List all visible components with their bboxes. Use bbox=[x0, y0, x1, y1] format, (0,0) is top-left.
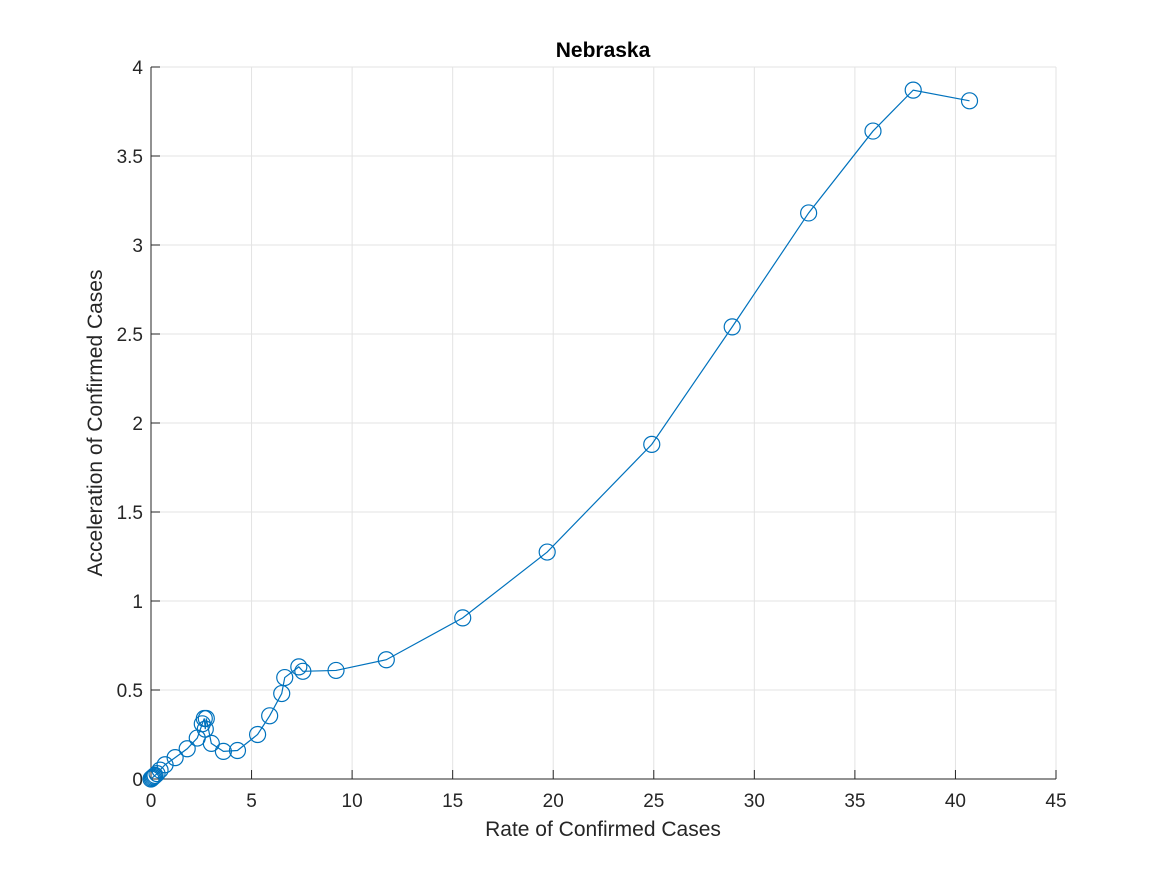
data-point-marker bbox=[144, 768, 162, 786]
data-point-marker bbox=[196, 720, 214, 738]
y-tick-label: 0.5 bbox=[117, 681, 143, 702]
y-tick-label: 1 bbox=[132, 592, 143, 613]
chart-title: Nebraska bbox=[556, 39, 651, 62]
x-tick-label: 0 bbox=[146, 791, 157, 812]
data-point-marker bbox=[178, 740, 196, 758]
data-point-marker bbox=[197, 709, 215, 728]
y-tick-label: 3 bbox=[132, 236, 143, 257]
data-point-marker bbox=[327, 661, 345, 680]
data-point-marker bbox=[290, 658, 308, 676]
data-point-marker bbox=[151, 761, 169, 779]
data-point-marker bbox=[156, 756, 174, 774]
ticks-layer: 0 5 10 15 20 25 30 35 40 45 0 0.5 1 1.5 2 2.5 3 3.5 4 bbox=[117, 58, 1067, 812]
x-tick-label: 15 bbox=[442, 791, 463, 812]
data-point-marker bbox=[276, 668, 294, 687]
y-tick-label: 2 bbox=[132, 414, 143, 435]
data-point-marker bbox=[202, 734, 220, 753]
y-tick-label: 2.5 bbox=[117, 325, 143, 346]
data-point-marker bbox=[800, 204, 818, 222]
x-tick-label: 25 bbox=[643, 791, 664, 812]
data-point-marker bbox=[294, 662, 312, 680]
y-tick-label: 4 bbox=[132, 58, 143, 79]
x-axis-label: Rate of Confirmed Cases bbox=[485, 818, 721, 841]
data-point-marker bbox=[166, 749, 184, 767]
data-point-marker bbox=[864, 122, 882, 140]
x-tick-label: 40 bbox=[945, 791, 966, 812]
data-point-marker bbox=[723, 318, 741, 336]
x-tick-label: 20 bbox=[543, 791, 564, 812]
data-point-marker bbox=[146, 766, 164, 785]
x-tick-label: 35 bbox=[844, 791, 865, 812]
series-layer bbox=[142, 81, 979, 788]
data-point-marker bbox=[960, 92, 979, 110]
data-point-marker bbox=[377, 651, 395, 669]
data-point-marker bbox=[145, 767, 163, 785]
data-point-marker bbox=[538, 543, 556, 561]
x-tick-label: 45 bbox=[1045, 791, 1066, 812]
data-point-marker bbox=[214, 742, 232, 761]
x-tick-label: 5 bbox=[246, 791, 257, 812]
x-tick-label: 10 bbox=[342, 791, 363, 812]
y-tick-label: 1.5 bbox=[117, 503, 143, 524]
data-point-marker bbox=[643, 435, 661, 453]
data-point-marker bbox=[261, 707, 279, 725]
grid-layer bbox=[150, 66, 1057, 780]
y-tick-label: 3.5 bbox=[117, 147, 143, 168]
data-point-marker bbox=[248, 725, 267, 744]
data-point-marker bbox=[142, 770, 160, 788]
y-tick-label: 0 bbox=[132, 770, 143, 791]
data-point-marker bbox=[454, 609, 472, 627]
x-tick-label: 30 bbox=[744, 791, 765, 812]
y-axis-label: Acceleration of Confirmed Cases bbox=[84, 270, 107, 577]
data-point-marker bbox=[904, 81, 922, 99]
data-point-marker bbox=[228, 741, 247, 760]
